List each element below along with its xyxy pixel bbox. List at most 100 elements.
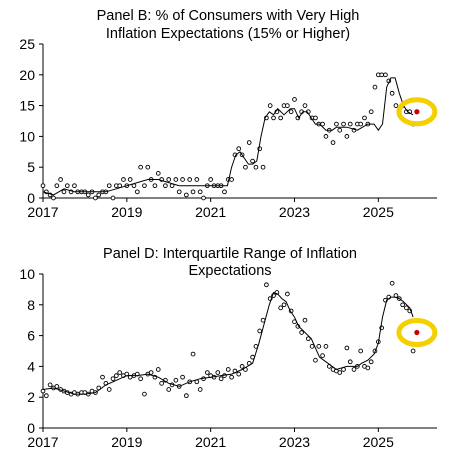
panel-b-data-point [61, 189, 67, 195]
panel-d-y-tick-label: 0 [27, 420, 35, 436]
panel-d-data-point [225, 367, 231, 372]
panel-b-data-point [85, 192, 91, 198]
panel-b-data-point [127, 177, 133, 182]
panel-d-data-point [138, 376, 144, 382]
panel-d-data-point [44, 393, 49, 399]
panel-d-data-point [197, 387, 203, 392]
panel-b-data-point [267, 103, 273, 108]
panel-b-data-point [288, 109, 294, 115]
panel-b-data-point [323, 134, 329, 139]
panel-b-x-tick-label: 2019 [111, 204, 142, 220]
panel-d-x-tick-label: 2021 [195, 434, 226, 450]
panel-d-y-tick-label: 6 [27, 328, 35, 344]
panel-d-data-point [257, 328, 263, 334]
panel-b-data-point [222, 189, 227, 195]
panel-d-data-point [106, 387, 112, 392]
panel-b-highlight-ring [396, 97, 438, 127]
panel-b-title-line-1: Panel B: % of Consumers with Very High [97, 8, 360, 24]
panel-d-data-point [313, 357, 318, 363]
panel-d-data-point [323, 344, 329, 349]
panel-d-data-point [264, 282, 269, 288]
panel-d-data-point [358, 348, 364, 354]
panel-d-data-point [344, 345, 350, 351]
panel-b-data-point [40, 183, 46, 189]
panel-b-data-point [393, 103, 399, 108]
panel-b-data-point [334, 121, 339, 127]
panel-b-data-point [292, 97, 297, 102]
panel-d-data-point [302, 317, 308, 323]
panel-d-y-tick-label: 2 [27, 389, 35, 405]
panel-b-data-point [194, 177, 200, 182]
panel-b-data-point [313, 115, 318, 121]
panel-d-y-tick-label: 4 [27, 358, 35, 374]
panel-d-data-point [173, 377, 179, 383]
panel-b-data-point [344, 134, 350, 139]
panel-d-data-point [100, 374, 105, 380]
panel-b-data-point [54, 183, 60, 189]
panel-d-data-point [229, 374, 234, 380]
panel-d-data-point [316, 344, 322, 349]
panel-b-data-point [278, 115, 284, 121]
panel-b-data-point [155, 171, 161, 176]
panel-b-x-tick-label: 2017 [27, 204, 58, 220]
panel-d-data-point [183, 393, 189, 399]
panel-b-data-point [180, 177, 185, 182]
panel-b-data-point [96, 192, 102, 198]
panel-b-data-point [246, 140, 252, 145]
panel-b-data-point [163, 183, 168, 189]
panel-d-y-tick-label: 10 [19, 266, 35, 282]
panel-d-x-tick-label: 2023 [279, 434, 310, 450]
panel-b-data-point [302, 103, 308, 108]
panel-d-highlight-ring [396, 318, 438, 348]
panel-b-data-point [142, 183, 147, 189]
panel-d-data-point [309, 344, 315, 349]
panel-b-data-point [183, 192, 189, 198]
panel-b-data-point [243, 164, 248, 170]
panel-b-data-point [271, 115, 276, 121]
panel-b-title-line-2: Inflation Expectations (15% or Higher) [106, 26, 350, 42]
panel-b-data-point [285, 103, 290, 108]
panel-d-data-point [410, 348, 416, 354]
panel-b-data-point [383, 72, 388, 78]
panel-b-data-point [337, 127, 343, 133]
panel-b-y-tick-label: 25 [19, 36, 35, 52]
panel-b-data-point [187, 177, 193, 182]
panel-b-data-point [389, 90, 395, 96]
panel-d-x-tick-label: 2019 [111, 434, 142, 450]
panel-d-data-point [155, 367, 161, 372]
panel-b-data-point [173, 177, 179, 182]
panel-b-data-point [51, 195, 56, 201]
panel-b-data-point [72, 183, 77, 189]
panel-d-data-point [117, 370, 123, 375]
panel-d-data-point [368, 359, 374, 365]
panel-b-x-tick-label: 2023 [279, 204, 310, 220]
panel-d-data-point [351, 367, 357, 372]
panel-d-data-point [159, 380, 164, 386]
panel-d-data-point [337, 370, 343, 375]
panel-b-latest-point [414, 109, 420, 115]
panel-b-data-point [197, 189, 203, 195]
panel-d-trend-line [42, 291, 414, 395]
panel-b-y-tick-label: 15 [19, 98, 35, 114]
panel-d-x-tick-label: 2025 [363, 434, 394, 450]
panel-b-data-point [106, 183, 112, 189]
panel-b-data-point [58, 177, 63, 182]
panel-d-data-point [400, 302, 405, 308]
panel-b-data-point [110, 195, 116, 201]
panel-d-data-point [404, 305, 409, 311]
panel-d-x-tick-label: 2017 [27, 434, 58, 450]
panel-d-data-point [166, 387, 172, 392]
panel-b-data-point [347, 121, 353, 127]
panel-d-data-point [180, 374, 185, 380]
panel-b-chart: Panel B: % of Consumers with Very High I… [19, 8, 438, 220]
panel-d-data-point [204, 370, 210, 375]
panel-d-data-point [110, 376, 116, 382]
panel-b-x-tick-label: 2025 [363, 204, 394, 220]
panel-b-data-point [229, 177, 234, 182]
panel-d-data-point [54, 384, 60, 389]
panel-b-data-point [134, 189, 140, 195]
panel-b-data-point [138, 164, 144, 170]
panel-d-data-point [236, 371, 242, 377]
panel-b-data-point [93, 195, 98, 201]
panel-d-y-tick-label: 8 [27, 297, 35, 313]
